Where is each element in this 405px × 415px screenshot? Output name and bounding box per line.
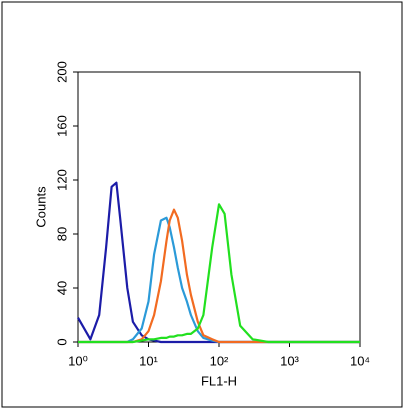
x-tick-label: 10⁰: [68, 353, 88, 368]
y-axis-label: Counts: [33, 186, 48, 228]
frame: [1, 1, 403, 408]
y-tick-label: 40: [54, 281, 69, 295]
y-tick-label: 0: [54, 338, 69, 345]
y-tick-label: 120: [54, 169, 69, 191]
x-tick-label: 10²: [210, 353, 229, 368]
x-axis-label: FL1-H: [201, 373, 237, 388]
x-tick-label: 10¹: [139, 353, 158, 368]
y-tick-label: 200: [54, 61, 69, 83]
y-tick-label: 160: [54, 115, 69, 137]
histogram-line: [78, 203, 360, 344]
x-tick-label: 10⁴: [350, 353, 370, 368]
histogram-line: [78, 216, 360, 344]
x-tick-label: 10³: [280, 353, 299, 368]
y-tick-label: 80: [54, 227, 69, 241]
